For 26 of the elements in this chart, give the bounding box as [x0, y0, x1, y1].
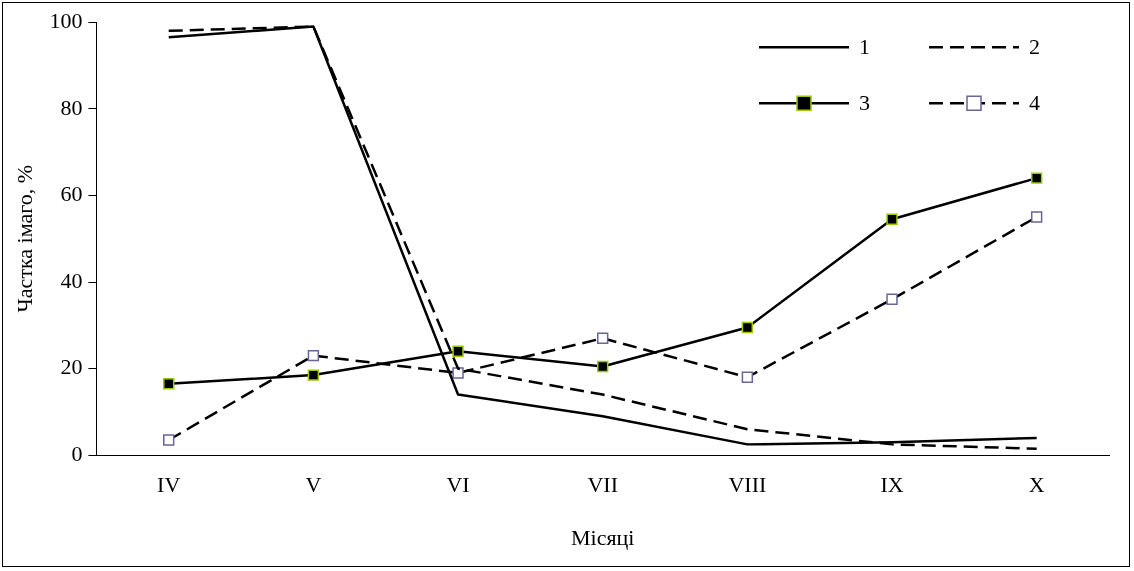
point: [307, 369, 320, 381]
y-tick-label: 40: [60, 267, 83, 293]
x-tick-label: VII: [587, 472, 618, 498]
legend-label: 4: [1029, 89, 1040, 115]
x-tick-label: VI: [446, 472, 470, 498]
point: [452, 345, 464, 357]
legend-label: 2: [1029, 33, 1040, 59]
x-tick-label: VIII: [728, 472, 767, 498]
y-tick-label: 20: [60, 354, 83, 380]
x-tick-label: X: [1028, 472, 1045, 498]
y-tick-label: 100: [49, 7, 83, 33]
x-axis-title: Місяці: [570, 524, 635, 550]
point: [163, 378, 175, 390]
y-axis-title: Частка імаго, %: [11, 164, 37, 313]
point: [597, 360, 609, 373]
y-tick-label: 80: [60, 94, 83, 120]
x-tick-label: V: [305, 472, 322, 498]
x-tick-label: IV: [157, 472, 181, 498]
legend-label: 1: [859, 33, 870, 59]
y-tick-label: 0: [71, 440, 83, 466]
point: [741, 321, 754, 334]
legend-label: 3: [859, 89, 870, 115]
point: [886, 213, 898, 225]
x-tick-label: IX: [880, 472, 904, 498]
y-tick-label: 60: [60, 181, 83, 207]
point: [1030, 172, 1043, 184]
